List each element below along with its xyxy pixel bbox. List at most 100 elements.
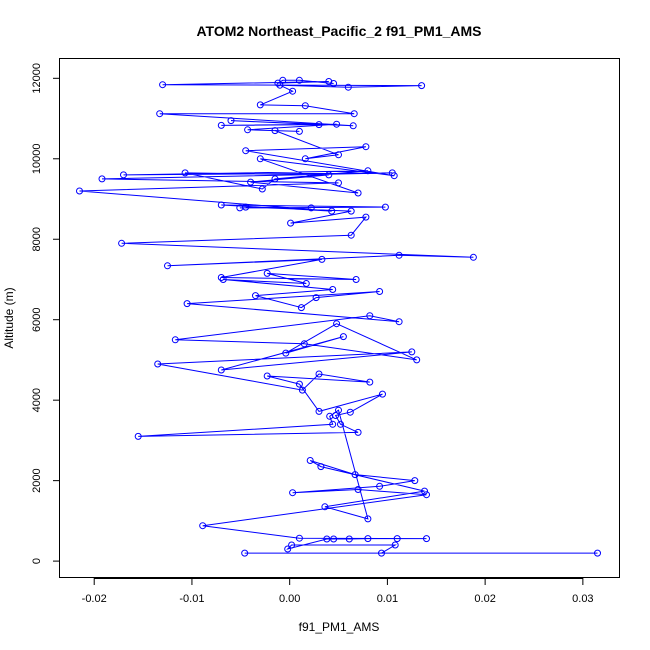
data-point (411, 477, 419, 485)
data-point (295, 534, 303, 542)
y-tick-label: 4000 (31, 388, 43, 412)
data-point (295, 127, 303, 135)
data-point (279, 76, 287, 84)
data-point (295, 76, 303, 84)
data-point (362, 213, 370, 221)
data-point (339, 333, 347, 341)
data-point (418, 82, 426, 90)
data-point (295, 380, 303, 388)
data-point (263, 372, 271, 380)
data-point (364, 515, 372, 523)
data-point (298, 386, 306, 394)
y-tick-label: 0 (31, 558, 43, 564)
data-point (329, 286, 337, 293)
data-point (307, 204, 315, 212)
x-axis-label: f91_PM1_AMS (299, 620, 380, 634)
data-point (258, 185, 266, 193)
y-tick-label: 12000 (31, 63, 43, 94)
data-point (118, 239, 126, 247)
data-point (263, 269, 271, 277)
data-point (315, 121, 323, 129)
data-point (351, 471, 359, 479)
data-point (288, 541, 296, 549)
data-point (302, 280, 310, 287)
data-point (423, 491, 430, 499)
data-point (347, 231, 355, 239)
y-axis-label: Altitude (m) (2, 287, 16, 348)
data-point (344, 83, 352, 91)
data-point (330, 535, 338, 543)
data-point (352, 276, 360, 283)
data-point (393, 535, 401, 543)
data-point (335, 179, 342, 187)
data-point (312, 294, 320, 302)
x-tick-label: -0.01 (179, 593, 204, 605)
y-axis: 0 2000 4000 6000 8000 10000 12000 (31, 63, 60, 564)
data-point (217, 121, 225, 129)
series-line (79, 79, 598, 554)
data-point (199, 522, 207, 530)
data-point (252, 292, 259, 300)
data-point (395, 251, 403, 259)
data-point (325, 171, 333, 179)
data-point (335, 151, 342, 159)
data-point (242, 147, 250, 155)
data-point (390, 172, 398, 180)
data-point (164, 262, 171, 270)
data-point (328, 207, 336, 215)
data-point (171, 336, 179, 344)
data-point (364, 535, 372, 543)
data-point (364, 167, 372, 175)
x-tick-label: 0.01 (377, 593, 398, 605)
data-point (306, 457, 314, 464)
data-point (332, 412, 340, 419)
data-point (379, 390, 386, 398)
data-point (421, 487, 428, 495)
data-point (120, 171, 127, 179)
data-point (247, 178, 255, 186)
data-point (318, 255, 326, 263)
data-point (156, 110, 164, 118)
y-tick-label: 2000 (31, 468, 43, 492)
data-point (395, 318, 403, 326)
data-point (346, 408, 354, 416)
data-point (289, 87, 297, 95)
data-point (423, 535, 430, 543)
data-point (154, 360, 162, 368)
x-tick-label: 0.02 (474, 593, 495, 605)
data-point (347, 207, 355, 215)
data-point (378, 549, 385, 557)
data-point (217, 201, 225, 209)
data-point (76, 187, 83, 195)
data-point (297, 304, 305, 312)
data-point (350, 110, 358, 118)
data-point (271, 175, 279, 183)
data-point (134, 432, 142, 440)
data-point (366, 312, 374, 320)
data-point (335, 406, 342, 414)
data-point (594, 549, 601, 557)
data-point (362, 143, 370, 151)
data-point (354, 428, 362, 436)
data-point (181, 169, 189, 177)
data-point (354, 486, 362, 493)
data-point (333, 120, 341, 128)
data-point (376, 288, 384, 295)
x-tick-label: 0.00 (279, 593, 300, 605)
data-point (300, 340, 308, 348)
data-point (256, 155, 264, 163)
data-point (217, 274, 225, 281)
data-point (287, 219, 295, 227)
data-point (349, 122, 357, 130)
data-point (330, 80, 338, 87)
data-point (376, 482, 384, 490)
x-tick-label: -0.02 (82, 593, 107, 605)
data-point (289, 489, 297, 497)
data-point (241, 549, 249, 557)
x-axis: -0.02 -0.01 0.00 0.01 0.02 0.03 (82, 578, 594, 605)
data-point (284, 545, 292, 553)
y-tick-label: 8000 (31, 227, 43, 251)
y-tick-label: 6000 (31, 307, 43, 331)
data-point (469, 253, 477, 261)
